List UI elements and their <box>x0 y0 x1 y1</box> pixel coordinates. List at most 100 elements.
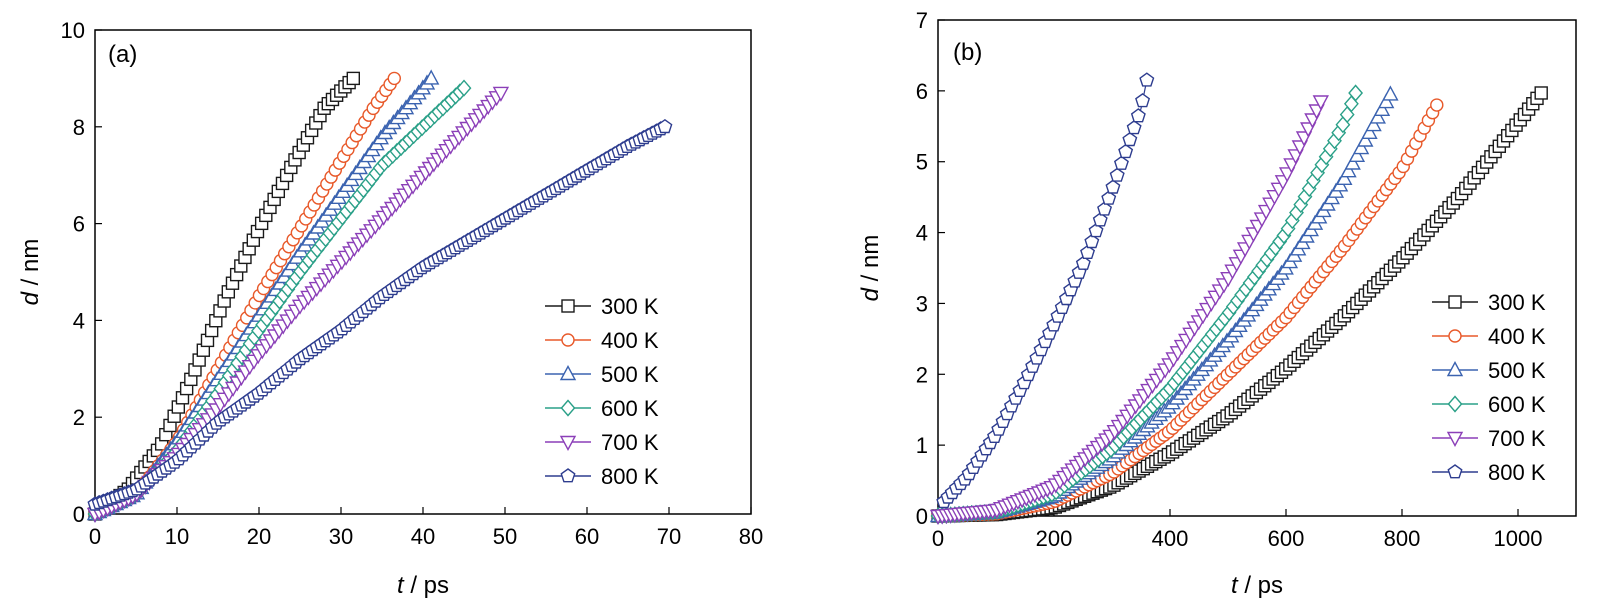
data-point <box>657 118 673 134</box>
x-tick-label: 800 <box>1384 526 1421 551</box>
legend-marker <box>1446 361 1464 377</box>
x-tick-label: 10 <box>165 524 189 549</box>
x-tick-label: 20 <box>247 524 271 549</box>
y-axis-label: d / nm <box>17 239 44 306</box>
data-point <box>1340 162 1357 178</box>
x-tick-label: 0 <box>932 526 944 551</box>
legend-label: 300 K <box>1488 290 1546 315</box>
panel-b: (b) 0 200 400 600 800 1000 0 1 2 3 4 5 6 7 300 K 400 K… <box>857 8 1577 599</box>
y-tick-label: 5 <box>916 150 928 175</box>
legend-item: 500 K <box>545 362 659 387</box>
panel-label: (b) <box>953 39 982 66</box>
x-tick-label: 0 <box>89 524 101 549</box>
y-tick-label: 1 <box>916 433 928 458</box>
data-point <box>1084 233 1100 249</box>
data-point <box>1109 167 1125 182</box>
panel-label: (a) <box>108 41 137 68</box>
axis-ticks: 0 10 20 30 40 50 60 70 80 0 2 4 6 8 10 <box>61 18 764 549</box>
legend-label: 300 K <box>601 294 659 319</box>
legend-marker <box>560 399 576 417</box>
x-tick-label: 30 <box>329 524 353 549</box>
data-point <box>387 71 401 86</box>
data-point <box>1130 108 1146 123</box>
x-tick-label: 70 <box>657 524 681 549</box>
legend-label: 600 K <box>601 396 659 421</box>
data-point <box>1382 85 1399 101</box>
data-point <box>1357 131 1374 147</box>
y-tick-label: 10 <box>61 18 85 43</box>
data-point <box>1101 190 1117 205</box>
y-tick-label: 0 <box>73 502 85 527</box>
data-point <box>1088 223 1104 238</box>
x-tick-label: 400 <box>1152 526 1189 551</box>
y-tick-label: 0 <box>916 504 928 529</box>
legend-marker <box>1448 329 1462 343</box>
panel-a: (a) 0 10 20 30 40 50 60 70 80 0 2 4 6 8 10 300 K 400 K 5… <box>17 18 763 599</box>
y-tick-label: 2 <box>73 405 85 430</box>
legend-label: 400 K <box>601 328 659 353</box>
data-point <box>1113 155 1129 170</box>
data-point <box>1097 201 1113 216</box>
data-point <box>1378 93 1395 109</box>
legend-item: 800 K <box>545 464 659 489</box>
legend-item: 600 K <box>1432 392 1546 417</box>
data-point <box>1312 95 1329 111</box>
legend-item: 300 K <box>1432 290 1546 315</box>
data-point <box>1369 108 1386 124</box>
data-point <box>423 69 440 85</box>
legend-item: 400 K <box>545 328 659 353</box>
series-700-k <box>929 95 1329 525</box>
x-tick-label: 80 <box>739 524 763 549</box>
data-point <box>1373 100 1391 117</box>
data-point <box>456 79 472 97</box>
legend-label: 500 K <box>601 362 659 387</box>
series-400-k <box>931 98 1444 523</box>
legend-marker <box>1448 295 1462 309</box>
data-point <box>1361 123 1378 140</box>
x-tick-label: 60 <box>575 524 599 549</box>
y-tick-label: 4 <box>916 221 928 246</box>
y-axis-label: d / nm <box>857 235 884 302</box>
legend-item: 300 K <box>545 294 659 319</box>
data-point <box>1126 120 1142 135</box>
series-layer <box>929 72 1548 525</box>
legend-item: 700 K <box>545 430 659 455</box>
data-point <box>1348 146 1366 163</box>
legend-marker <box>560 468 576 483</box>
legend-item: 700 K <box>1432 426 1546 451</box>
y-tick-label: 8 <box>73 115 85 140</box>
series-layer <box>86 69 673 523</box>
legend-label: 800 K <box>601 464 659 489</box>
data-point <box>1135 93 1151 108</box>
legend-item: 600 K <box>545 396 659 421</box>
y-tick-label: 2 <box>916 362 928 387</box>
x-tick-label: 40 <box>411 524 435 549</box>
data-point <box>1105 179 1121 194</box>
legend-marker <box>1447 395 1463 413</box>
x-axis-label: t / ps <box>397 572 449 599</box>
data-point <box>1336 169 1353 186</box>
legend-marker <box>1446 431 1464 447</box>
legend-label: 800 K <box>1488 460 1546 485</box>
data-point <box>1122 131 1138 147</box>
series-800-k <box>936 72 1155 509</box>
x-tick-label: 600 <box>1268 526 1305 551</box>
legend-marker <box>559 435 577 451</box>
data-point <box>1352 139 1370 155</box>
plot-frame <box>937 19 1577 517</box>
y-tick-label: 6 <box>916 79 928 104</box>
legend-marker <box>561 299 575 313</box>
data-point <box>1080 244 1096 259</box>
data-point <box>1430 98 1444 112</box>
legend-label: 700 K <box>1488 426 1546 451</box>
legend-item: 400 K <box>1432 324 1546 349</box>
data-point <box>1092 212 1108 227</box>
x-tick-label: 200 <box>1036 526 1073 551</box>
legend-label: 600 K <box>1488 392 1546 417</box>
data-point <box>1365 116 1382 132</box>
legend-label: 700 K <box>601 430 659 455</box>
data-point <box>1118 143 1134 159</box>
legend-label: 400 K <box>1488 324 1546 349</box>
series-line <box>937 104 1438 517</box>
